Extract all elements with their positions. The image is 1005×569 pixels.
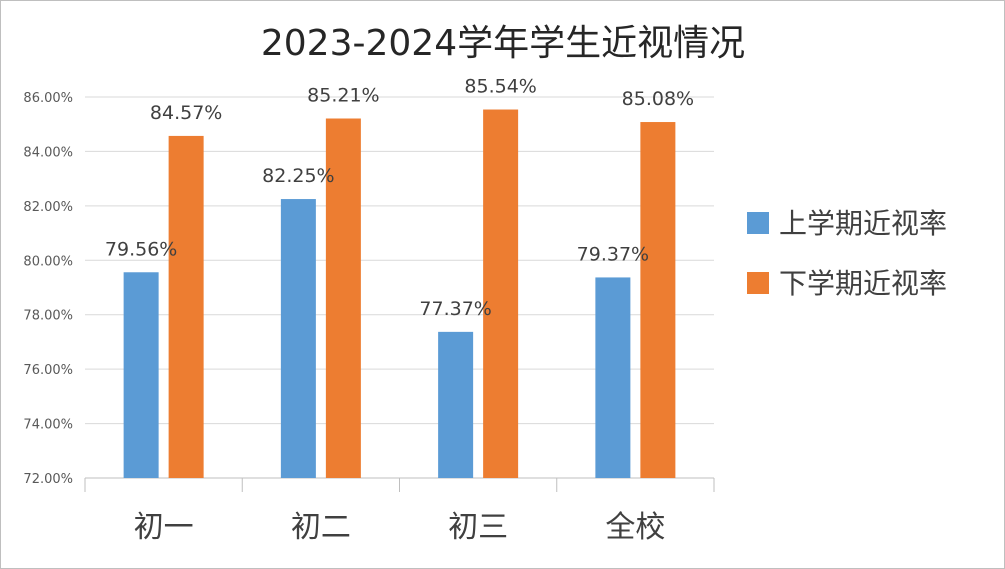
- x-category-label: 初一: [134, 510, 194, 545]
- bar: [483, 109, 519, 479]
- data-label: 79.37%: [577, 243, 649, 265]
- data-labels: 79.56% 82.25% 77.37% 79.37% 84.57% 85.21% 85.5…: [105, 76, 694, 320]
- data-label: 84.57%: [150, 102, 222, 124]
- bar: [168, 135, 204, 478]
- y-tick-label: 72.00%: [23, 472, 73, 487]
- bar: [595, 277, 631, 478]
- data-label: 77.37%: [419, 298, 491, 320]
- data-label: 79.56%: [105, 238, 177, 260]
- y-tick-label: 80.00%: [23, 254, 73, 269]
- bars: [123, 109, 676, 479]
- y-tick-label: 82.00%: [23, 200, 73, 215]
- data-label: 85.21%: [307, 84, 379, 106]
- data-label: 82.25%: [262, 165, 334, 187]
- legend-label: 上学期近视率: [779, 207, 947, 240]
- bar: [438, 331, 474, 478]
- y-tick-label: 78.00%: [23, 309, 73, 324]
- legend-swatch: [747, 272, 769, 294]
- y-tick-label: 76.00%: [23, 363, 73, 378]
- y-tick-label: 74.00%: [23, 418, 73, 433]
- bar: [325, 118, 361, 479]
- bar: [280, 199, 316, 478]
- data-label: 85.54%: [464, 76, 536, 98]
- bar: [123, 272, 159, 478]
- legend-swatch: [747, 212, 769, 234]
- chart-title: 2023-2024学年学生近视情况: [261, 23, 745, 64]
- axes: 72.00% 74.00% 76.00% 78.00% 80.00% 82.00% 84.0…: [23, 91, 715, 545]
- x-category-label: 初三: [448, 510, 508, 545]
- bar: [640, 122, 676, 478]
- x-category-label: 初二: [291, 510, 351, 545]
- x-category-label: 全校: [605, 510, 665, 545]
- y-tick-label: 86.00%: [23, 91, 73, 106]
- y-tick-label: 84.00%: [23, 145, 73, 160]
- legend-label: 下学期近视率: [779, 267, 947, 300]
- data-label: 85.08%: [622, 88, 694, 110]
